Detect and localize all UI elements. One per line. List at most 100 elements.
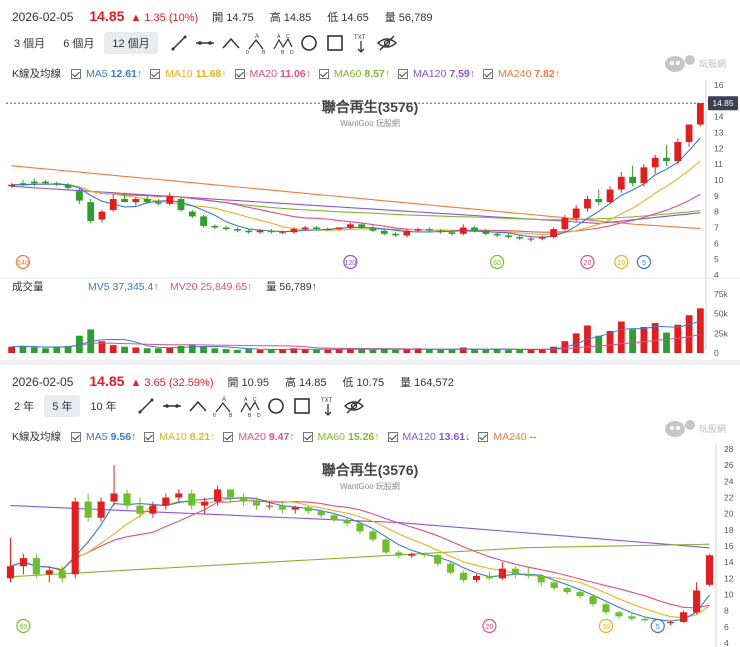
ma10-toggle[interactable]: MA10 8.21 ↑ [144,431,215,443]
ma-legend: K線及均線 MA5 12.61 ↑ MA10 11.68 ↑ MA20 11.06 ↑ MA… [12,66,568,81]
volume-bar [290,348,298,353]
circle-tool-icon[interactable] [298,32,320,54]
text-tool-icon[interactable]: TXT [317,395,339,417]
volume-bar [121,346,128,353]
y-tick-label: 28 [724,445,734,454]
range-10y-button[interactable]: 10 年 [82,395,124,417]
svg-text:B: B [262,50,266,54]
horizontal-line-tool-icon[interactable] [161,395,183,417]
range-3m-button[interactable]: 3 個月 [6,32,53,54]
ma5-toggle[interactable]: MA5 12.61 ↑ [71,68,142,80]
candle-body [550,229,557,237]
ma-value: 8.21 [189,430,211,443]
ma-name: MA10 [159,430,187,443]
volume-bar [369,349,377,353]
candle-body [162,497,170,506]
candle-body [516,237,524,239]
checkbox-icon[interactable] [318,68,329,79]
candle-body [629,176,636,184]
candle-body [97,501,105,518]
open-label: 開 [212,12,224,24]
ma-value: 15.26 [347,430,375,443]
ma240-toggle[interactable]: MA240 7.82 ↑ [483,68,560,80]
circle-tool-icon[interactable] [265,395,287,417]
ma60-toggle[interactable]: MA60 8.57 ↑ [318,67,390,80]
ma10-line [11,160,701,236]
volume-bar [651,323,659,353]
checkbox-icon[interactable] [234,68,245,79]
volume-bar [448,349,456,353]
quote-date: 2026-02-05 [12,375,74,389]
checkbox-icon[interactable] [387,431,398,442]
candle-body [524,574,532,576]
ma20-toggle[interactable]: MA20 11.06 ↑ [234,67,311,80]
angle-tool-icon[interactable] [220,32,242,54]
ma120-toggle[interactable]: MA120 7.59 ↑ [398,68,475,80]
volume-bar [211,348,219,353]
ma-name: MA240 [498,67,532,80]
ma5-toggle[interactable]: MA5 9.56 ↑ [71,431,136,443]
trend-line-tool-icon[interactable] [168,32,190,54]
text-tool-icon[interactable]: TXT [350,32,372,54]
horizontal-line-tool-icon[interactable] [194,32,216,54]
ma-cross-marker [15,254,31,270]
range-6m-button[interactable]: 6 個月 [55,32,102,54]
candle-body [267,230,275,233]
candle-body [58,570,66,579]
wantgoo-watermark: 玩股網 [663,52,726,74]
checkbox-icon[interactable] [144,431,155,442]
candle-body [408,554,416,556]
daily-price-chart[interactable]: 45678910111213141516聯合再生(3576)WantGoo 玩股… [0,80,740,360]
volume-label: 量 [384,12,396,24]
ma-name: MA60 [333,67,362,80]
ma240-toggle[interactable]: MA240 -- [478,431,537,443]
checkbox-icon[interactable] [71,431,82,442]
candle-body [110,493,118,502]
checkbox-icon[interactable] [478,431,489,442]
candle-body [358,224,366,228]
candle-body [211,225,219,228]
trend-line-tool-icon[interactable] [135,395,157,417]
ma-arrow: ↑ [305,67,311,80]
candle-body [45,570,53,575]
hide-drawings-icon[interactable] [343,395,365,417]
candle-body [245,230,253,233]
candle-body [123,493,131,506]
ma-cross-marker-label: 20 [486,624,494,631]
ma60-toggle[interactable]: MA60 15.26 ↑ [302,430,380,443]
ma120-toggle[interactable]: MA120 13.61 ↓ [387,431,470,443]
candle-body [674,142,682,161]
checkbox-icon[interactable] [150,68,161,79]
angle-tool-icon[interactable] [187,395,209,417]
y-tick-label: 10 [724,590,734,600]
candle-body [584,199,591,209]
checkbox-icon[interactable] [302,431,313,442]
abc-pattern-tool-icon[interactable]: A 0 B [213,395,235,417]
candle-body [680,612,688,622]
hide-drawings-icon[interactable] [376,32,398,54]
rectangle-tool-icon[interactable] [324,32,346,54]
weekly-price-chart[interactable]: 4 6 8 10 12 14 16 18 20 22 24 26 28 聯合再生(3576) WantGoo… [0,445,740,647]
checkbox-icon[interactable] [483,68,494,79]
volume-bar [279,349,286,353]
checkbox-icon[interactable] [223,431,234,442]
range-2y-button[interactable]: 2 年 [6,395,42,417]
ma10-toggle[interactable]: MA10 11.68 ↑ [150,68,227,80]
candle-body [6,566,15,579]
mv5-line [11,320,701,351]
y-tick-label: 16 [714,80,724,90]
candle-body [572,208,580,218]
high-label: 高 [269,12,281,24]
checkbox-icon[interactable] [71,68,82,79]
abc-pattern-tool-icon[interactable]: A 0 B [246,32,268,54]
rectangle-tool-icon[interactable] [291,395,313,417]
ma20-toggle[interactable]: MA20 9.47 ↑ [223,431,295,443]
checkbox-icon[interactable] [398,68,409,79]
volume-bar [606,330,614,353]
range-5y-button[interactable]: 5 年 [44,395,81,417]
volume-bar [437,349,445,353]
y-tick-label: 14 [714,112,724,122]
range-12m-button[interactable]: 12 個月 [104,32,158,54]
